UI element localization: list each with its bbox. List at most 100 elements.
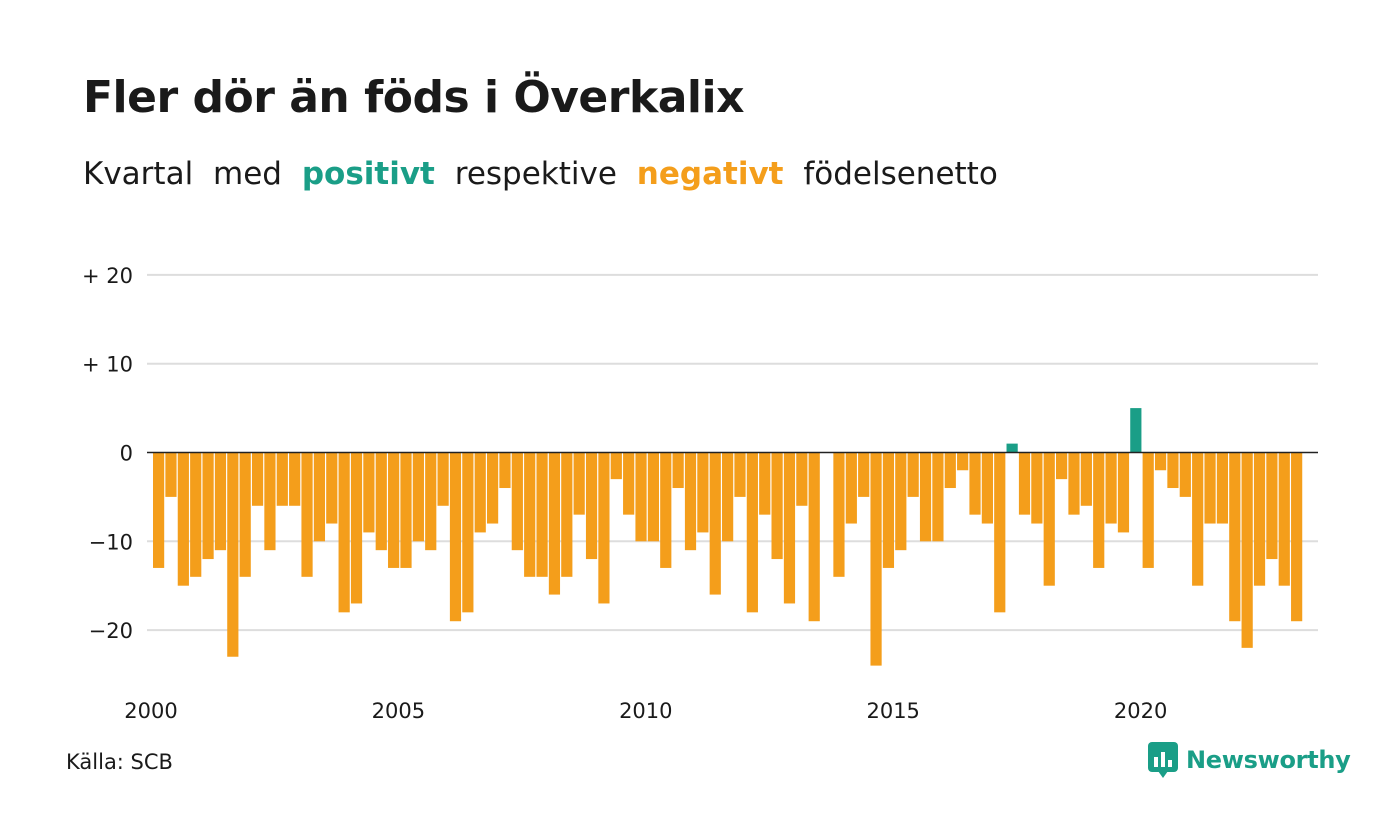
bar-negative xyxy=(1105,452,1117,524)
bar-negative xyxy=(499,452,511,489)
bar-negative xyxy=(264,452,276,551)
bar-negative xyxy=(449,452,462,622)
bar-negative xyxy=(1291,452,1303,622)
chart-subtitle: Kvartal med positivt respektive negativt… xyxy=(83,156,998,192)
bar-negative xyxy=(301,452,313,577)
bar-negative xyxy=(1080,452,1092,506)
bar-negative xyxy=(153,452,165,568)
bar-negative xyxy=(1142,452,1154,568)
bar-negative xyxy=(796,452,808,506)
bar-negative xyxy=(957,452,969,471)
axes: + 20 + 10 0 −10 −20 2000 2005 2010 2015 2020 xyxy=(82,264,1318,723)
bar-negative xyxy=(845,452,857,524)
bar-negative xyxy=(289,452,301,506)
bar-negative xyxy=(1167,452,1179,489)
bar-negative xyxy=(177,452,189,586)
bar-negative xyxy=(944,452,956,489)
bar-negative xyxy=(610,452,622,480)
x-tick-label: 2000 xyxy=(124,699,177,723)
bar-negative xyxy=(833,452,845,577)
bar-negative xyxy=(981,452,993,524)
bar-negative xyxy=(375,452,387,551)
bar-negative xyxy=(511,452,523,551)
bar-negative xyxy=(165,452,177,497)
x-tick-label: 2020 xyxy=(1114,699,1167,723)
bar-negative xyxy=(276,452,288,506)
bar-negative xyxy=(994,452,1006,613)
bar-negative xyxy=(734,452,746,497)
bar-negative xyxy=(882,452,895,568)
bar-negative xyxy=(684,452,697,551)
bar-positive xyxy=(1006,443,1018,453)
bar-negative xyxy=(907,452,919,497)
bar-negative xyxy=(709,452,721,595)
bar-negative xyxy=(1179,452,1191,497)
y-tick-label: 0 xyxy=(120,442,133,466)
bar-negative xyxy=(363,452,375,533)
chart-title: Fler dör än föds i Överkalix xyxy=(83,72,744,123)
bar-negative xyxy=(746,452,758,613)
bar-positive xyxy=(1130,408,1142,453)
bar-negative xyxy=(474,452,486,533)
x-tick-label: 2010 xyxy=(619,699,672,723)
bar-negative xyxy=(635,452,647,542)
bar-negative xyxy=(412,452,424,542)
bar-negative xyxy=(895,452,907,551)
bar-negative xyxy=(1216,452,1229,524)
y-tick-label: + 20 xyxy=(82,264,133,288)
bar-negative xyxy=(1056,452,1068,480)
bar-negative xyxy=(313,452,326,542)
bar-negative xyxy=(338,452,350,613)
bar-negative xyxy=(771,452,783,560)
bar-negative xyxy=(1229,452,1241,622)
bar-negative xyxy=(1031,452,1043,524)
bar-negative xyxy=(1253,452,1266,586)
bar-negative xyxy=(1018,452,1031,515)
bar-negative xyxy=(808,452,820,622)
bar-negative xyxy=(1278,452,1290,586)
source-note: Källa: SCB xyxy=(66,750,173,774)
bar-negative xyxy=(437,452,449,506)
bar-negative xyxy=(932,452,944,542)
bar-negative xyxy=(388,452,400,568)
bar-negative xyxy=(1154,452,1167,471)
bar-negative xyxy=(647,452,659,542)
bar-negative xyxy=(759,452,771,515)
subtitle-part-2: respektive xyxy=(454,156,617,192)
bar-negative xyxy=(697,452,709,533)
x-tick-label: 2005 xyxy=(372,699,425,723)
bar-negative xyxy=(870,452,882,666)
bar-negative xyxy=(561,452,573,577)
y-tick-label: −20 xyxy=(89,619,133,643)
subtitle-negative-label: negativt xyxy=(636,156,784,192)
bars xyxy=(153,408,1303,666)
bar-negative xyxy=(858,452,870,497)
subtitle-part-3: födelsenetto xyxy=(803,156,998,192)
bar-negative xyxy=(536,452,548,577)
bar-negative xyxy=(190,452,202,577)
y-tick-label: + 10 xyxy=(82,353,133,377)
subtitle-positive-label: positivt xyxy=(301,156,435,192)
bar-negative xyxy=(1204,452,1216,524)
bar-negative xyxy=(1266,452,1278,560)
bar-negative xyxy=(1068,452,1080,515)
newsworthy-logo[interactable]: Newsworthy xyxy=(1148,742,1351,778)
bar-negative xyxy=(722,452,734,542)
bar-negative xyxy=(585,452,598,560)
bar-negative xyxy=(573,452,585,515)
bar-negative xyxy=(1192,452,1204,586)
bar-negative xyxy=(919,452,932,542)
bar-negative xyxy=(969,452,981,515)
bar-negative xyxy=(672,452,684,489)
bar-negative xyxy=(524,452,536,577)
bar-negative xyxy=(400,452,412,568)
bar-negative xyxy=(1241,452,1253,648)
bar-negative xyxy=(660,452,672,568)
y-tick-label: −10 xyxy=(89,530,133,554)
newsworthy-logo-icon xyxy=(1148,742,1178,778)
x-tick-label: 2015 xyxy=(866,699,919,723)
bar-negative xyxy=(1117,452,1130,533)
bar-negative xyxy=(239,452,251,577)
bar-negative xyxy=(214,452,227,551)
